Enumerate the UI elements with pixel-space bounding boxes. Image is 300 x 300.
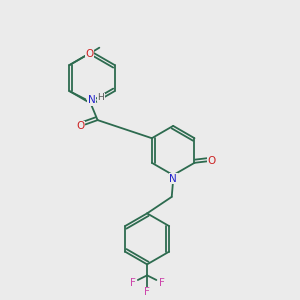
- Text: N: N: [169, 174, 177, 184]
- Text: H: H: [98, 93, 104, 102]
- Text: F: F: [144, 287, 150, 297]
- Text: O: O: [76, 122, 84, 131]
- Text: F: F: [130, 278, 136, 288]
- Text: O: O: [85, 49, 93, 59]
- Text: O: O: [208, 156, 216, 167]
- Text: N: N: [88, 95, 95, 105]
- Text: F: F: [159, 278, 164, 288]
